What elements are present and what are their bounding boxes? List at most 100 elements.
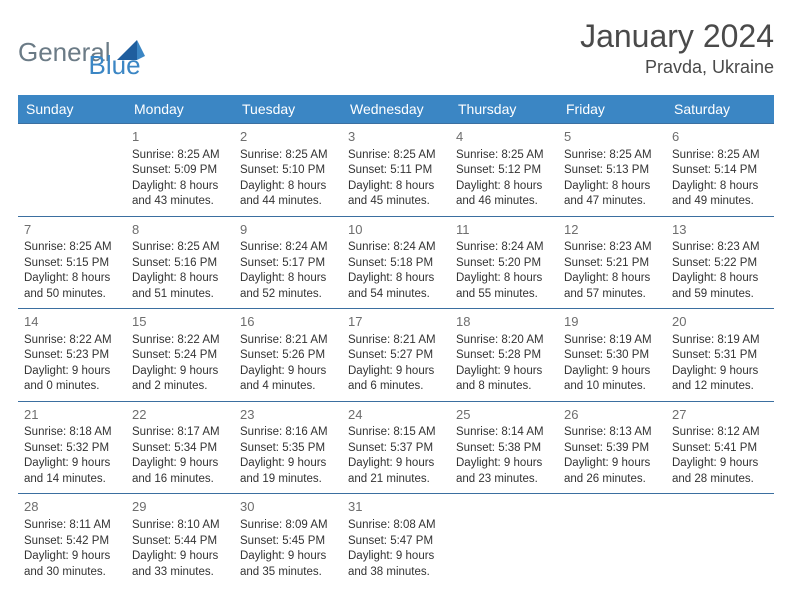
day-number: 22 xyxy=(132,406,228,424)
sunrise-line: Sunrise: 8:13 AM xyxy=(564,425,660,441)
calendar-day-cell: 6Sunrise: 8:25 AMSunset: 5:14 PMDaylight… xyxy=(666,124,774,217)
daylight-line: Daylight: 9 hours and 14 minutes. xyxy=(24,456,120,487)
daylight-line: Daylight: 9 hours and 0 minutes. xyxy=(24,364,120,395)
sunrise-line: Sunrise: 8:16 AM xyxy=(240,425,336,441)
weekday-header: Sunday xyxy=(18,95,126,124)
day-number: 4 xyxy=(456,128,552,146)
day-number: 6 xyxy=(672,128,768,146)
day-number: 12 xyxy=(564,221,660,239)
day-number: 19 xyxy=(564,313,660,331)
sunrise-line: Sunrise: 8:25 AM xyxy=(132,148,228,164)
calendar-day-cell xyxy=(18,124,126,217)
day-number: 30 xyxy=(240,498,336,516)
sunset-line: Sunset: 5:13 PM xyxy=(564,163,660,179)
calendar-day-cell: 16Sunrise: 8:21 AMSunset: 5:26 PMDayligh… xyxy=(234,309,342,402)
daylight-line: Daylight: 9 hours and 12 minutes. xyxy=(672,364,768,395)
calendar-day-cell: 22Sunrise: 8:17 AMSunset: 5:34 PMDayligh… xyxy=(126,401,234,494)
day-number: 2 xyxy=(240,128,336,146)
calendar-week-row: 21Sunrise: 8:18 AMSunset: 5:32 PMDayligh… xyxy=(18,401,774,494)
calendar-day-cell: 3Sunrise: 8:25 AMSunset: 5:11 PMDaylight… xyxy=(342,124,450,217)
calendar-day-cell: 27Sunrise: 8:12 AMSunset: 5:41 PMDayligh… xyxy=(666,401,774,494)
daylight-line: Daylight: 9 hours and 26 minutes. xyxy=(564,456,660,487)
sunset-line: Sunset: 5:16 PM xyxy=(132,256,228,272)
sunrise-line: Sunrise: 8:15 AM xyxy=(348,425,444,441)
day-number: 31 xyxy=(348,498,444,516)
sunset-line: Sunset: 5:30 PM xyxy=(564,348,660,364)
title-block: January 2024 Pravda, Ukraine xyxy=(580,18,774,78)
daylight-line: Daylight: 9 hours and 16 minutes. xyxy=(132,456,228,487)
calendar-day-cell: 1Sunrise: 8:25 AMSunset: 5:09 PMDaylight… xyxy=(126,124,234,217)
sunset-line: Sunset: 5:24 PM xyxy=(132,348,228,364)
calendar-day-cell xyxy=(666,494,774,586)
logo-text-blue: Blue xyxy=(89,50,141,81)
day-number: 11 xyxy=(456,221,552,239)
day-number: 25 xyxy=(456,406,552,424)
sunrise-line: Sunrise: 8:22 AM xyxy=(132,333,228,349)
sunset-line: Sunset: 5:42 PM xyxy=(24,534,120,550)
day-number: 16 xyxy=(240,313,336,331)
sunrise-line: Sunrise: 8:10 AM xyxy=(132,518,228,534)
daylight-line: Daylight: 8 hours and 49 minutes. xyxy=(672,179,768,210)
sunrise-line: Sunrise: 8:21 AM xyxy=(240,333,336,349)
sunset-line: Sunset: 5:44 PM xyxy=(132,534,228,550)
sunrise-line: Sunrise: 8:22 AM xyxy=(24,333,120,349)
day-number: 14 xyxy=(24,313,120,331)
day-number: 27 xyxy=(672,406,768,424)
calendar-day-cell: 8Sunrise: 8:25 AMSunset: 5:16 PMDaylight… xyxy=(126,216,234,309)
day-number: 1 xyxy=(132,128,228,146)
day-number: 26 xyxy=(564,406,660,424)
calendar-day-cell xyxy=(450,494,558,586)
day-number: 21 xyxy=(24,406,120,424)
weekday-header-row: Sunday Monday Tuesday Wednesday Thursday… xyxy=(18,95,774,124)
calendar-day-cell: 17Sunrise: 8:21 AMSunset: 5:27 PMDayligh… xyxy=(342,309,450,402)
daylight-line: Daylight: 8 hours and 44 minutes. xyxy=(240,179,336,210)
daylight-line: Daylight: 8 hours and 55 minutes. xyxy=(456,271,552,302)
daylight-line: Daylight: 9 hours and 38 minutes. xyxy=(348,549,444,580)
daylight-line: Daylight: 9 hours and 21 minutes. xyxy=(348,456,444,487)
day-number: 7 xyxy=(24,221,120,239)
daylight-line: Daylight: 9 hours and 23 minutes. xyxy=(456,456,552,487)
calendar-week-row: 28Sunrise: 8:11 AMSunset: 5:42 PMDayligh… xyxy=(18,494,774,586)
sunset-line: Sunset: 5:47 PM xyxy=(348,534,444,550)
sunset-line: Sunset: 5:11 PM xyxy=(348,163,444,179)
calendar-day-cell: 28Sunrise: 8:11 AMSunset: 5:42 PMDayligh… xyxy=(18,494,126,586)
day-number: 8 xyxy=(132,221,228,239)
day-number: 23 xyxy=(240,406,336,424)
sunset-line: Sunset: 5:14 PM xyxy=(672,163,768,179)
sunrise-line: Sunrise: 8:24 AM xyxy=(348,240,444,256)
daylight-line: Daylight: 8 hours and 43 minutes. xyxy=(132,179,228,210)
sunrise-line: Sunrise: 8:25 AM xyxy=(24,240,120,256)
daylight-line: Daylight: 9 hours and 33 minutes. xyxy=(132,549,228,580)
daylight-line: Daylight: 9 hours and 10 minutes. xyxy=(564,364,660,395)
calendar-day-cell: 21Sunrise: 8:18 AMSunset: 5:32 PMDayligh… xyxy=(18,401,126,494)
day-number: 29 xyxy=(132,498,228,516)
calendar-day-cell: 14Sunrise: 8:22 AMSunset: 5:23 PMDayligh… xyxy=(18,309,126,402)
calendar-day-cell: 5Sunrise: 8:25 AMSunset: 5:13 PMDaylight… xyxy=(558,124,666,217)
weekday-header: Monday xyxy=(126,95,234,124)
day-number: 13 xyxy=(672,221,768,239)
header: General Blue January 2024 Pravda, Ukrain… xyxy=(18,18,774,81)
sunset-line: Sunset: 5:22 PM xyxy=(672,256,768,272)
daylight-line: Daylight: 9 hours and 8 minutes. xyxy=(456,364,552,395)
calendar-day-cell: 10Sunrise: 8:24 AMSunset: 5:18 PMDayligh… xyxy=(342,216,450,309)
day-number: 9 xyxy=(240,221,336,239)
calendar-day-cell: 7Sunrise: 8:25 AMSunset: 5:15 PMDaylight… xyxy=(18,216,126,309)
sunset-line: Sunset: 5:37 PM xyxy=(348,441,444,457)
sunrise-line: Sunrise: 8:12 AM xyxy=(672,425,768,441)
day-number: 28 xyxy=(24,498,120,516)
sunset-line: Sunset: 5:32 PM xyxy=(24,441,120,457)
sunrise-line: Sunrise: 8:09 AM xyxy=(240,518,336,534)
sunrise-line: Sunrise: 8:25 AM xyxy=(456,148,552,164)
weekday-header: Friday xyxy=(558,95,666,124)
sunrise-line: Sunrise: 8:25 AM xyxy=(564,148,660,164)
sunrise-line: Sunrise: 8:25 AM xyxy=(132,240,228,256)
sunrise-line: Sunrise: 8:25 AM xyxy=(348,148,444,164)
sunset-line: Sunset: 5:20 PM xyxy=(456,256,552,272)
calendar-day-cell: 31Sunrise: 8:08 AMSunset: 5:47 PMDayligh… xyxy=(342,494,450,586)
daylight-line: Daylight: 8 hours and 52 minutes. xyxy=(240,271,336,302)
sunset-line: Sunset: 5:41 PM xyxy=(672,441,768,457)
daylight-line: Daylight: 8 hours and 45 minutes. xyxy=(348,179,444,210)
sunset-line: Sunset: 5:34 PM xyxy=(132,441,228,457)
sunrise-line: Sunrise: 8:14 AM xyxy=(456,425,552,441)
daylight-line: Daylight: 8 hours and 51 minutes. xyxy=(132,271,228,302)
